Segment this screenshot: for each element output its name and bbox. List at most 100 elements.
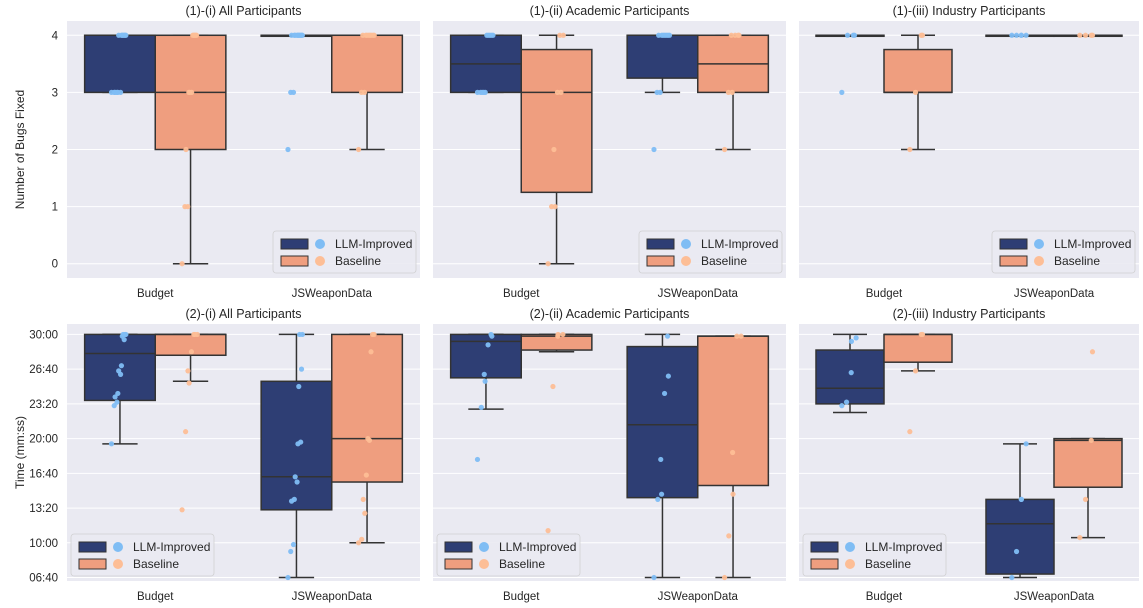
legend-swatch-box: [280, 255, 309, 267]
data-point: [729, 89, 735, 95]
data-point: [665, 373, 671, 379]
legend-frame: [802, 533, 947, 577]
data-point: [552, 204, 558, 210]
legend-swatch-dot: [1034, 239, 1044, 249]
x-tick-label: JSWeaponData: [1014, 288, 1095, 300]
legend-swatch-box: [78, 558, 107, 570]
legend-swatch-dot: [681, 256, 691, 266]
x-tick-label: Budget: [503, 591, 540, 603]
data-point: [560, 331, 566, 338]
data-point: [1077, 32, 1083, 38]
data-point: [843, 399, 850, 405]
x-tick-label: JSWeaponData: [658, 591, 739, 603]
panel-title: (2)-(iii) Industry Participants: [893, 307, 1046, 321]
legend-swatch-dot: [479, 542, 489, 552]
data-point: [179, 261, 185, 267]
legend-frame: [991, 230, 1136, 274]
data-point: [488, 331, 494, 338]
y-tick-label: 16:40: [29, 468, 58, 480]
data-point: [482, 89, 488, 95]
data-point: [919, 331, 926, 338]
data-point: [560, 32, 566, 38]
data-point: [298, 366, 305, 372]
y-tick-label: 3: [52, 87, 58, 99]
data-point: [839, 403, 845, 409]
legend-swatch-box: [646, 255, 675, 267]
data-point: [285, 574, 291, 581]
data-point: [1023, 441, 1029, 447]
data-point: [183, 146, 189, 153]
y-tick-label: 0: [52, 259, 58, 271]
data-point: [194, 331, 200, 338]
data-point: [474, 456, 481, 463]
data-point: [368, 349, 374, 355]
data-point: [907, 429, 913, 435]
data-point: [359, 536, 365, 542]
data-point: [551, 146, 557, 153]
data-point: [730, 449, 736, 456]
data-point: [1013, 548, 1020, 555]
data-point: [362, 510, 368, 516]
y-tick-label: 06:40: [29, 573, 58, 585]
data-point: [123, 331, 129, 338]
data-point: [117, 89, 124, 95]
legend-swatch-box: [999, 238, 1028, 250]
data-point: [1018, 496, 1025, 502]
data-point: [188, 349, 195, 355]
data-point: [488, 32, 495, 38]
y-tick-label: 1: [52, 202, 58, 214]
legend-frame: [638, 230, 783, 274]
data-point: [657, 89, 663, 95]
y-tick-label: 20:00: [29, 434, 58, 446]
data-point: [482, 378, 488, 384]
legend-label: Baseline: [133, 557, 179, 571]
x-tick-label: JSWeaponData: [292, 288, 373, 300]
data-point: [111, 403, 117, 409]
data-point: [912, 368, 919, 374]
data-point: [187, 89, 193, 95]
data-point: [1089, 349, 1096, 355]
panel-title: (1)-(ii) Academic Participants: [530, 4, 690, 18]
data-point: [1009, 32, 1015, 38]
subplot-3: Budget JSWeaponData (1)-(iii) Industry Par…: [799, 4, 1139, 300]
data-point: [651, 146, 657, 153]
data-point: [848, 338, 855, 344]
x-tick-label: Budget: [137, 591, 174, 603]
y-tick-label: 2: [52, 145, 58, 157]
legend-frame: [70, 533, 215, 577]
data-point: [734, 333, 740, 339]
legend-swatch-dot: [845, 542, 855, 552]
data-point: [912, 89, 919, 95]
data-point: [721, 146, 728, 153]
legend-swatch-box: [78, 541, 107, 553]
subplot-5: Budget JSWeaponData (2)-(ii) Academic Part…: [433, 307, 786, 603]
y-tick-label: 13:20: [29, 503, 58, 515]
data-point: [726, 533, 732, 539]
data-point: [725, 89, 731, 95]
legend-swatch-box: [646, 238, 675, 250]
data-point: [185, 204, 191, 210]
x-tick-label: Budget: [866, 591, 903, 603]
data-point: [655, 496, 661, 502]
box-baseline: [697, 335, 770, 487]
legend-label: LLM-Improved: [335, 237, 412, 251]
data-point: [299, 331, 305, 338]
data-point: [361, 89, 368, 95]
subplot-6: Budget JSWeaponData (2)-(iii) Industry Par…: [799, 307, 1139, 603]
data-point: [369, 331, 376, 338]
box-llm: [626, 345, 699, 499]
data-point: [291, 496, 297, 502]
data-point: [844, 32, 851, 38]
data-point: [545, 528, 551, 534]
legend-label: LLM-Improved: [499, 540, 576, 554]
data-point: [296, 383, 302, 390]
x-tick-label: Budget: [866, 288, 903, 300]
data-point: [363, 472, 369, 478]
box-baseline: [1053, 437, 1123, 488]
x-tick-label: Budget: [137, 288, 174, 300]
data-point: [294, 479, 300, 485]
data-point: [558, 89, 564, 95]
panel-title: (1)-(i) All Participants: [186, 4, 302, 18]
data-point: [651, 574, 657, 581]
